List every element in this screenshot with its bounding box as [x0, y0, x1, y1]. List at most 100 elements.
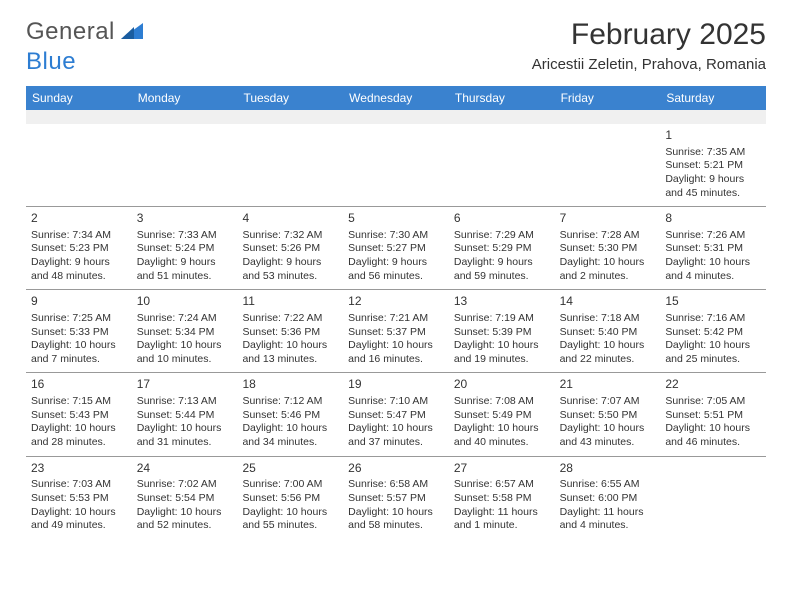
- day-cell: 28Sunrise: 6:55 AMSunset: 6:00 PMDayligh…: [555, 457, 661, 539]
- daylight-text-1: Daylight: 10 hours: [665, 422, 761, 436]
- sunrise-text: Sunrise: 6:58 AM: [348, 478, 444, 492]
- sunset-text: Sunset: 5:46 PM: [242, 409, 338, 423]
- daylight-text-2: and 40 minutes.: [454, 436, 550, 450]
- daylight-text-2: and 10 minutes.: [137, 353, 233, 367]
- location: Aricestii Zeletin, Prahova, Romania: [532, 56, 766, 73]
- day-number: 20: [454, 377, 550, 393]
- week-row: 2Sunrise: 7:34 AMSunset: 5:23 PMDaylight…: [26, 206, 766, 289]
- day-number: 7: [560, 211, 656, 227]
- sunset-text: Sunset: 5:51 PM: [665, 409, 761, 423]
- day-number: 24: [137, 461, 233, 477]
- sunset-text: Sunset: 5:33 PM: [31, 326, 127, 340]
- sunrise-text: Sunrise: 7:02 AM: [137, 478, 233, 492]
- daylight-text-2: and 51 minutes.: [137, 270, 233, 284]
- day-cell: 7Sunrise: 7:28 AMSunset: 5:30 PMDaylight…: [555, 207, 661, 289]
- logo-triangle-icon: [121, 18, 143, 46]
- daylight-text-1: Daylight: 10 hours: [665, 339, 761, 353]
- daylight-text-2: and 53 minutes.: [242, 270, 338, 284]
- day-cell: 20Sunrise: 7:08 AMSunset: 5:49 PMDayligh…: [449, 373, 555, 455]
- day-header-monday: Monday: [132, 86, 238, 110]
- daylight-text-1: Daylight: 9 hours: [665, 173, 761, 187]
- daylight-text-1: Daylight: 11 hours: [560, 506, 656, 520]
- day-cell: 23Sunrise: 7:03 AMSunset: 5:53 PMDayligh…: [26, 457, 132, 539]
- daylight-text-2: and 31 minutes.: [137, 436, 233, 450]
- day-header-wednesday: Wednesday: [343, 86, 449, 110]
- day-cell: 21Sunrise: 7:07 AMSunset: 5:50 PMDayligh…: [555, 373, 661, 455]
- day-header-saturday: Saturday: [660, 86, 766, 110]
- sunrise-text: Sunrise: 7:18 AM: [560, 312, 656, 326]
- sunrise-text: Sunrise: 6:55 AM: [560, 478, 656, 492]
- sunset-text: Sunset: 5:40 PM: [560, 326, 656, 340]
- daylight-text-1: Daylight: 10 hours: [665, 256, 761, 270]
- daylight-text-1: Daylight: 10 hours: [137, 339, 233, 353]
- daylight-text-1: Daylight: 9 hours: [454, 256, 550, 270]
- sunrise-text: Sunrise: 7:15 AM: [31, 395, 127, 409]
- day-number: 4: [242, 211, 338, 227]
- day-cell: 12Sunrise: 7:21 AMSunset: 5:37 PMDayligh…: [343, 290, 449, 372]
- sunrise-text: Sunrise: 7:35 AM: [665, 146, 761, 160]
- month-title: February 2025: [532, 18, 766, 52]
- day-cell: 27Sunrise: 6:57 AMSunset: 5:58 PMDayligh…: [449, 457, 555, 539]
- daylight-text-2: and 22 minutes.: [560, 353, 656, 367]
- logo-text-2: Blue: [26, 48, 76, 75]
- day-number: 18: [242, 377, 338, 393]
- sunrise-text: Sunrise: 7:32 AM: [242, 229, 338, 243]
- daylight-text-2: and 2 minutes.: [560, 270, 656, 284]
- sunrise-text: Sunrise: 7:00 AM: [242, 478, 338, 492]
- sunset-text: Sunset: 5:31 PM: [665, 242, 761, 256]
- sunset-text: Sunset: 5:50 PM: [560, 409, 656, 423]
- day-cell: 9Sunrise: 7:25 AMSunset: 5:33 PMDaylight…: [26, 290, 132, 372]
- day-number: 2: [31, 211, 127, 227]
- sunrise-text: Sunrise: 7:07 AM: [560, 395, 656, 409]
- daylight-text-1: Daylight: 10 hours: [31, 339, 127, 353]
- daylight-text-1: Daylight: 10 hours: [454, 422, 550, 436]
- daylight-text-2: and 1 minute.: [454, 519, 550, 533]
- sunset-text: Sunset: 5:57 PM: [348, 492, 444, 506]
- day-number: 15: [665, 294, 761, 310]
- calendar-page: GeneralBlue February 2025 Aricestii Zele…: [0, 0, 792, 549]
- day-number: 9: [31, 294, 127, 310]
- sunset-text: Sunset: 5:21 PM: [665, 159, 761, 173]
- daylight-text-1: Daylight: 10 hours: [242, 422, 338, 436]
- day-cell: 18 Sunrise: 7:12 AMSunset: 5:46 PMDayligh…: [237, 373, 343, 455]
- day-header-friday: Friday: [555, 86, 661, 110]
- sunrise-text: Sunrise: 7:05 AM: [665, 395, 761, 409]
- daylight-text-2: and 46 minutes.: [665, 436, 761, 450]
- day-number: 5: [348, 211, 444, 227]
- daylight-text-2: and 7 minutes.: [31, 353, 127, 367]
- sunrise-text: Sunrise: 7:16 AM: [665, 312, 761, 326]
- daylight-text-2: and 25 minutes.: [665, 353, 761, 367]
- daylight-text-1: Daylight: 10 hours: [454, 339, 550, 353]
- sunset-text: Sunset: 5:37 PM: [348, 326, 444, 340]
- day-number: 25: [242, 461, 338, 477]
- sunrise-text: Sunrise: 7:21 AM: [348, 312, 444, 326]
- week-row: 23Sunrise: 7:03 AMSunset: 5:53 PMDayligh…: [26, 456, 766, 539]
- sunset-text: Sunset: 5:44 PM: [137, 409, 233, 423]
- daylight-text-2: and 4 minutes.: [665, 270, 761, 284]
- day-number: 16: [31, 377, 127, 393]
- sunset-text: Sunset: 5:47 PM: [348, 409, 444, 423]
- day-number: 22: [665, 377, 761, 393]
- sunrise-text: Sunrise: 7:29 AM: [454, 229, 550, 243]
- sunset-text: Sunset: 6:00 PM: [560, 492, 656, 506]
- day-cell: [26, 124, 132, 206]
- day-cell: 10Sunrise: 7:24 AMSunset: 5:34 PMDayligh…: [132, 290, 238, 372]
- day-cell: 4Sunrise: 7:32 AMSunset: 5:26 PMDaylight…: [237, 207, 343, 289]
- sunrise-text: Sunrise: 7:24 AM: [137, 312, 233, 326]
- sunset-text: Sunset: 5:53 PM: [31, 492, 127, 506]
- sunset-text: Sunset: 5:56 PM: [242, 492, 338, 506]
- daylight-text-2: and 59 minutes.: [454, 270, 550, 284]
- calendar-body: 1Sunrise: 7:35 AMSunset: 5:21 PMDaylight…: [26, 124, 766, 539]
- day-number: 6: [454, 211, 550, 227]
- sunrise-text: Sunrise: 7:12 AM: [242, 395, 338, 409]
- day-cell: 25Sunrise: 7:00 AMSunset: 5:56 PMDayligh…: [237, 457, 343, 539]
- day-header-row: SundayMondayTuesdayWednesdayThursdayFrid…: [26, 86, 766, 110]
- daylight-text-2: and 45 minutes.: [665, 187, 761, 201]
- day-number: 1: [665, 128, 761, 144]
- day-cell: 26Sunrise: 6:58 AMSunset: 5:57 PMDayligh…: [343, 457, 449, 539]
- daylight-text-1: Daylight: 10 hours: [560, 422, 656, 436]
- daylight-text-1: Daylight: 9 hours: [31, 256, 127, 270]
- sunset-text: Sunset: 5:36 PM: [242, 326, 338, 340]
- daylight-text-1: Daylight: 10 hours: [348, 422, 444, 436]
- sunset-text: Sunset: 5:43 PM: [31, 409, 127, 423]
